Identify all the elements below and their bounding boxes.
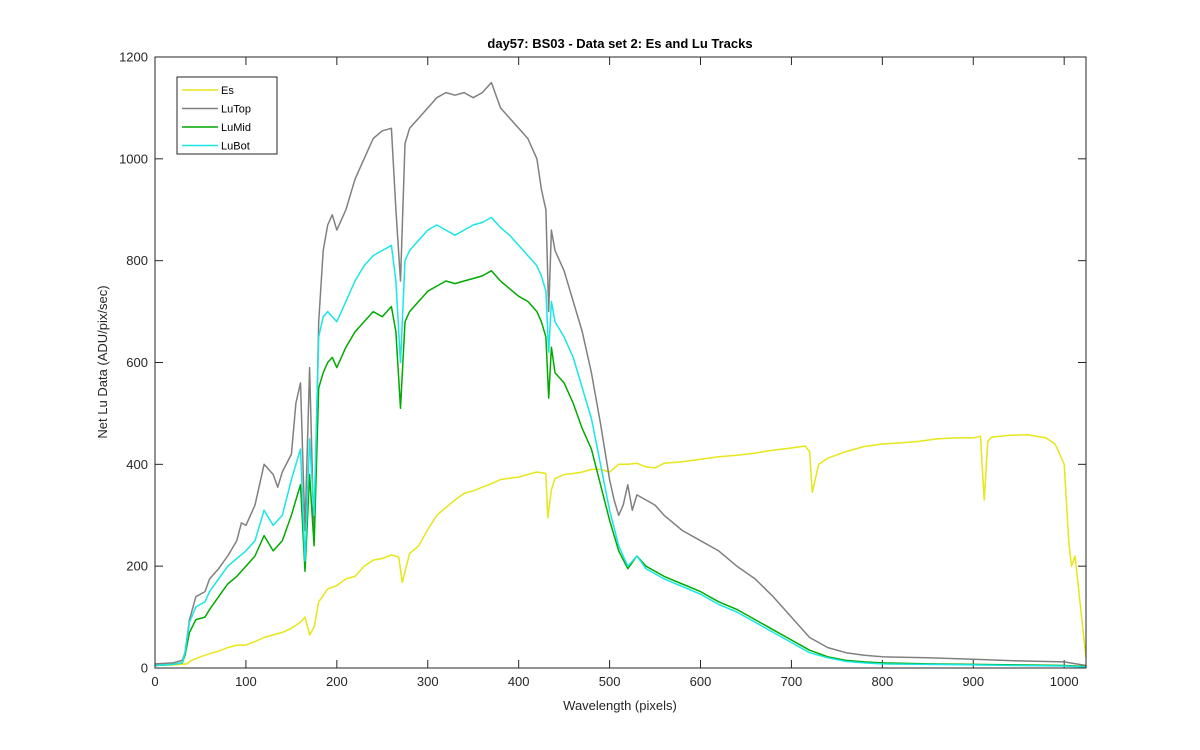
legend-label-lutop: LuTop: [221, 104, 251, 116]
plot-background: [155, 57, 1086, 668]
y-tick-labels: 0 200 400 600 800 1000 1200: [119, 50, 148, 676]
x-tick-label: 500: [599, 674, 621, 689]
series-lines: [154, 81, 1087, 668]
plot-area: [154, 56, 1087, 669]
x-tick-label: 800: [871, 674, 893, 689]
series-line-lubot: [154, 216, 1087, 668]
legend-label-lubot: LuBot: [221, 141, 250, 153]
x-tick-labels: 0 100 200 300 400 500 600 700 800 900 1000: [151, 674, 1078, 689]
chart-title: day57: BS03 - Data set 2: Es and Lu Trac…: [487, 36, 752, 51]
y-tick-label: 200: [126, 559, 148, 574]
x-tick-label: 600: [690, 674, 712, 689]
series-line-lutop: [154, 81, 1087, 667]
plot-frame: [154, 56, 1087, 669]
legend-label-es: Es: [221, 85, 234, 97]
series-line-es: [154, 434, 1087, 667]
x-tick-label: 1000: [1050, 674, 1079, 689]
x-axis-label: Wavelength (pixels): [563, 698, 677, 713]
y-axis-label: Net Lu Data (ADU/pix/sec): [95, 285, 110, 438]
y-tick-label: 400: [126, 457, 148, 472]
x-tick-label: 700: [781, 674, 803, 689]
x-tick-label: 100: [235, 674, 257, 689]
x-tick-label: 0: [151, 674, 158, 689]
y-tick-label: 1200: [119, 50, 148, 65]
y-tick-label: 1000: [119, 151, 148, 166]
legend: Es LuTop LuMid LuBot: [176, 76, 278, 155]
x-tick-label: 200: [326, 674, 348, 689]
y-tick-label: 600: [126, 355, 148, 370]
x-tick-label: 400: [508, 674, 530, 689]
y-tick-label: 0: [141, 661, 148, 676]
x-tick-label: 300: [417, 674, 439, 689]
x-tick-label: 900: [962, 674, 984, 689]
legend-label-lumid: LuMid: [221, 122, 251, 134]
y-tick-label: 800: [126, 253, 148, 268]
series-line-lumid: [154, 270, 1087, 668]
